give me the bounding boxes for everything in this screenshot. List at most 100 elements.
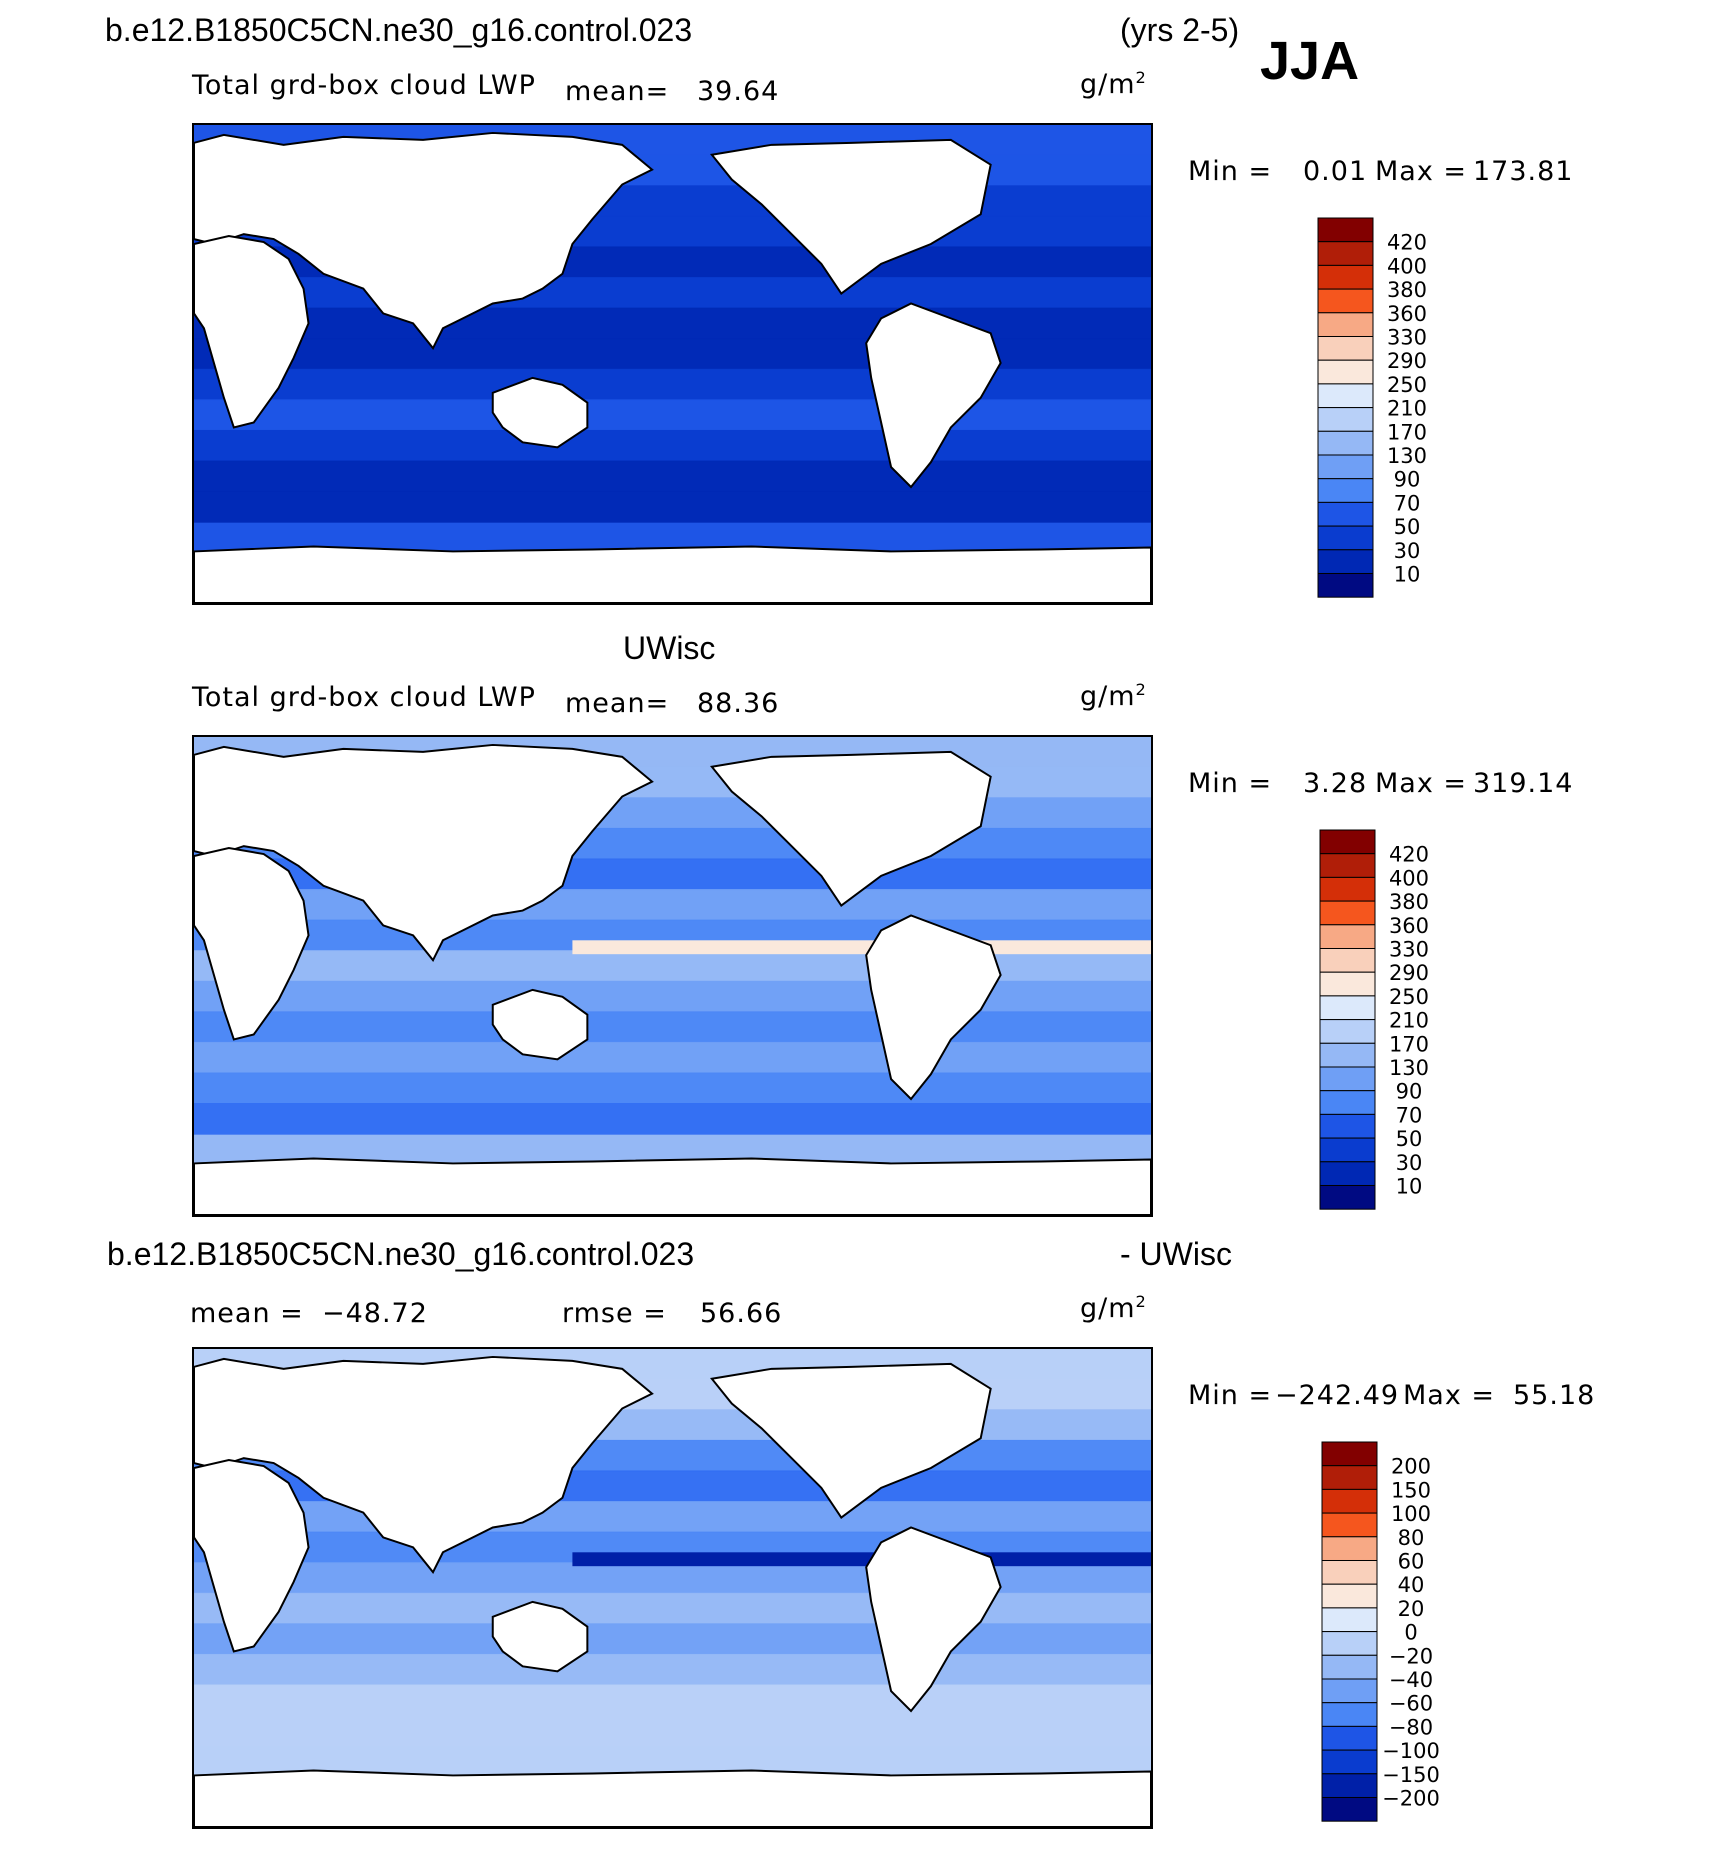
colorbar-tick-label: −100 xyxy=(1382,1739,1440,1763)
continent-eurasia xyxy=(194,131,654,350)
continent-namerica xyxy=(709,1362,992,1520)
colorbar-tick-label: −80 xyxy=(1389,1715,1433,1739)
colorbar-tick-label: 380 xyxy=(1387,278,1427,302)
panel1-mean-label: mean= xyxy=(565,76,670,107)
colorbar-box xyxy=(1317,217,1374,243)
colorbar-svg: 200150100806040200−20−40−60−80−100−150−2… xyxy=(1321,1441,1440,1822)
colorbar-tick-label: 250 xyxy=(1387,373,1427,397)
colorbar-box xyxy=(1319,971,1376,997)
continent-africa xyxy=(194,847,310,1041)
itcz-band xyxy=(572,940,1151,955)
colorbar-box xyxy=(1319,900,1376,926)
colorbar-tick-label: 0 xyxy=(1404,1621,1417,1645)
colorbar-box xyxy=(1321,1536,1378,1561)
panel3-min-label: Min = xyxy=(1188,1380,1273,1411)
ocean-band xyxy=(194,1592,1151,1625)
colorbar-box xyxy=(1319,876,1376,902)
colorbar-box xyxy=(1317,288,1374,314)
panel3-mean-label: mean = xyxy=(190,1298,304,1329)
colorbar-tick-label: 400 xyxy=(1389,866,1429,890)
years-label: (yrs 2-5) xyxy=(1120,12,1240,48)
panel3-units: g/m2 xyxy=(1080,1292,1147,1324)
colorbar-box xyxy=(1321,1725,1378,1751)
continent-samerica xyxy=(865,302,1002,489)
colorbar-tick-label: 250 xyxy=(1389,985,1429,1009)
panel2-min-value: 3.28 xyxy=(1303,768,1368,799)
colorbar-tick-label: 290 xyxy=(1387,349,1427,373)
colorbar-box xyxy=(1317,264,1374,290)
continent-eurasia xyxy=(194,1355,654,1574)
ocean-band xyxy=(194,399,1151,431)
panel3-map xyxy=(192,1347,1153,1829)
colorbar-box xyxy=(1321,1678,1378,1704)
colorbar-tick-label: 330 xyxy=(1387,325,1427,349)
ocean-band xyxy=(194,889,1151,921)
panel3-mean-value: −48.72 xyxy=(322,1298,428,1329)
colorbar-tick-label: 170 xyxy=(1387,420,1427,444)
colorbar-box xyxy=(1317,430,1374,456)
colorbar-tick-label: −20 xyxy=(1389,1644,1433,1668)
panel2-mean-label: mean= xyxy=(565,688,670,719)
colorbar-tick-label: −200 xyxy=(1382,1786,1440,1810)
colorbar-box xyxy=(1317,478,1374,503)
panel2-max-label: Max = xyxy=(1375,768,1468,799)
colorbar-box xyxy=(1317,549,1374,574)
colorbar-tick-label: 30 xyxy=(1394,539,1421,563)
colorbar-tick-label: 100 xyxy=(1391,1502,1431,1526)
colorbar-box xyxy=(1319,1042,1376,1068)
colorbar-tick-label: 210 xyxy=(1387,397,1427,421)
colorbar-box xyxy=(1319,1019,1376,1044)
colorbar-tick-label: 70 xyxy=(1396,1103,1423,1127)
panel1-max-value: 173.81 xyxy=(1473,156,1574,187)
colorbar-box xyxy=(1321,1773,1378,1798)
colorbar-tick-label: 130 xyxy=(1389,1056,1429,1080)
minus-obs-label: - UWisc xyxy=(1120,1236,1232,1272)
ocean-band xyxy=(194,491,1151,523)
panel1-units: g/m2 xyxy=(1080,68,1147,100)
colorbar-box xyxy=(1317,572,1374,598)
continent-africa xyxy=(194,1459,310,1653)
panel1-mean-value: 39.64 xyxy=(697,76,780,107)
colorbar-box xyxy=(1317,359,1374,385)
ocean-band xyxy=(194,460,1151,493)
colorbar-tick-label: 130 xyxy=(1387,444,1427,468)
panel2-map xyxy=(192,735,1153,1217)
panel3-rmse-label: rmse = xyxy=(562,1298,667,1329)
panel3-map-svg xyxy=(194,1349,1151,1827)
continent-antarctica xyxy=(194,1157,1151,1215)
colorbar-tick-label: 360 xyxy=(1389,914,1429,938)
panel2-mean-value: 88.36 xyxy=(697,688,780,719)
panel3-max-label: Max = xyxy=(1403,1380,1496,1411)
colorbar-box xyxy=(1321,1488,1378,1514)
season-label: JJA xyxy=(1260,31,1360,91)
colorbar-tick-label: 70 xyxy=(1394,491,1421,515)
continent-antarctica xyxy=(194,545,1151,603)
panel3-min-value: −242.49 xyxy=(1275,1380,1400,1411)
continent-namerica xyxy=(709,138,992,296)
panel2-min-label: Min = xyxy=(1188,768,1273,799)
ocean-band xyxy=(194,277,1151,309)
continent-australia xyxy=(491,1600,589,1673)
panel3-rmse-value: 56.66 xyxy=(700,1298,783,1329)
colorbar-tick-label: −60 xyxy=(1389,1692,1433,1716)
colorbar-box xyxy=(1319,947,1376,973)
continent-antarctica xyxy=(194,1769,1151,1827)
colorbar-box xyxy=(1317,241,1374,266)
colorbar-tick-label: 150 xyxy=(1391,1478,1431,1502)
continent-namerica xyxy=(709,750,992,908)
colorbar-tick-label: 30 xyxy=(1396,1151,1423,1175)
ocean-band xyxy=(194,1562,1151,1594)
colorbar-tick-label: 80 xyxy=(1398,1526,1425,1550)
colorbar-box xyxy=(1317,501,1374,527)
colorbar-tick-label: 20 xyxy=(1398,1597,1425,1621)
colorbar-box xyxy=(1317,454,1374,480)
colorbar-tick-label: −40 xyxy=(1389,1668,1433,1692)
colorbar-box xyxy=(1321,1583,1378,1609)
colorbar-tick-label: 420 xyxy=(1387,231,1427,255)
colorbar-box xyxy=(1321,1631,1378,1656)
colorbar-tick-label: 400 xyxy=(1387,254,1427,278)
panel1-variable: Total grd-box cloud LWP xyxy=(192,70,536,101)
colorbar-box xyxy=(1317,383,1374,409)
colorbar-tick-label: 50 xyxy=(1394,515,1421,539)
colorbar-box xyxy=(1321,1512,1378,1538)
